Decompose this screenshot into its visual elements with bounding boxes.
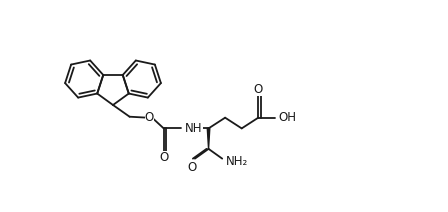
Text: O: O <box>145 111 154 124</box>
Text: OH: OH <box>279 111 297 124</box>
Text: NH₂: NH₂ <box>226 155 249 168</box>
Text: NH: NH <box>185 122 203 135</box>
Text: O: O <box>254 83 263 96</box>
Text: O: O <box>159 151 168 164</box>
Polygon shape <box>207 128 210 149</box>
Text: O: O <box>187 161 197 174</box>
